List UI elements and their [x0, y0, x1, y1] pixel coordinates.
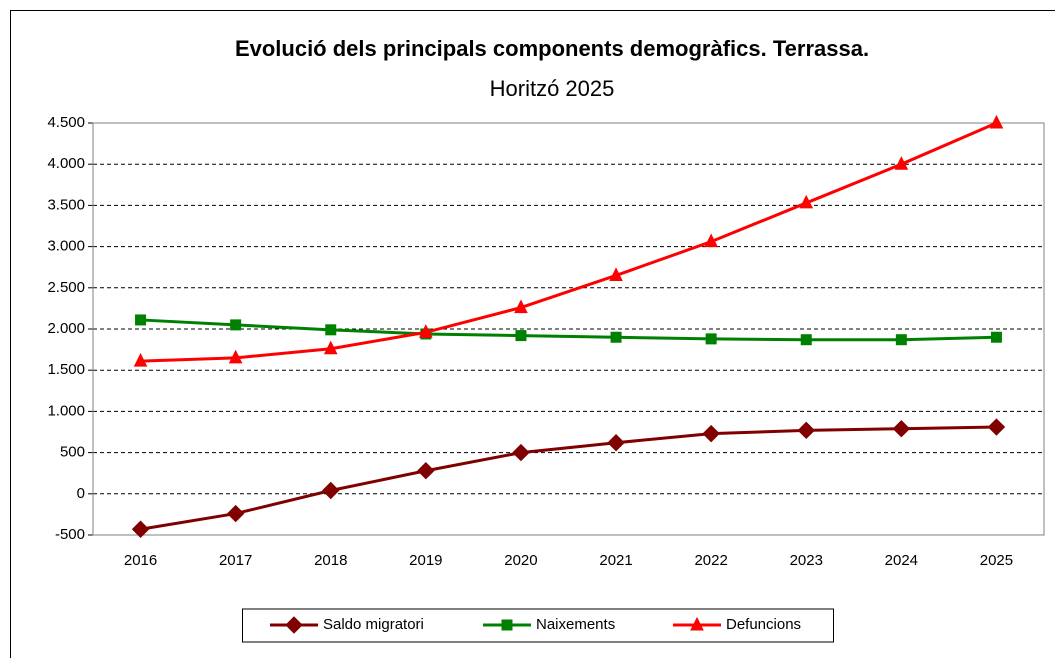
diamond-marker	[607, 434, 625, 452]
chart-subtitle: Horitzó 2025	[490, 76, 615, 101]
x-tick-label: 2023	[790, 552, 823, 569]
square-marker	[800, 334, 812, 346]
diamond-marker	[702, 424, 720, 443]
diamond-marker	[987, 418, 1006, 436]
x-tick-label: 2016	[124, 552, 157, 569]
diamond-marker	[512, 443, 530, 462]
triangle-marker	[799, 194, 814, 209]
diamond-marker	[892, 419, 911, 438]
diamond-marker	[285, 616, 303, 634]
x-tick-label: 2019	[409, 552, 442, 569]
square-marker	[705, 333, 717, 345]
chart-frame	[10, 10, 1055, 658]
y-tick-label: 3.500	[47, 196, 85, 213]
x-tick-label: 2024	[885, 552, 918, 569]
triangle-marker	[323, 340, 338, 355]
square-marker	[990, 331, 1002, 343]
square-marker	[135, 314, 147, 326]
square-marker	[230, 319, 242, 331]
x-tick-label: 2018	[314, 552, 347, 569]
diamond-marker	[797, 421, 815, 440]
triangle-marker	[228, 349, 243, 364]
y-tick-label: 1.500	[47, 361, 85, 378]
y-tick-label: 3.000	[47, 238, 85, 255]
triangle-marker	[989, 114, 1004, 129]
plot-area	[92, 122, 1045, 536]
diamond-marker	[131, 520, 150, 538]
y-tick-label: -500	[55, 526, 85, 543]
legend-label: Naixements	[536, 616, 615, 633]
y-tick-label: 4.000	[47, 155, 85, 172]
x-tick-label: 2021	[599, 552, 632, 569]
triangle-marker	[690, 616, 704, 631]
triangle-marker	[419, 324, 433, 338]
series-line	[140, 318, 997, 342]
y-tick-label: 2.500	[47, 279, 85, 296]
square-marker	[515, 330, 527, 342]
x-tick-label: 2017	[219, 552, 252, 569]
square-marker	[325, 324, 337, 336]
y-tick-label: 2.000	[47, 320, 85, 337]
diamond-marker	[322, 481, 340, 500]
y-tick-label: 1.000	[47, 402, 85, 419]
diamond-marker	[417, 462, 435, 480]
x-tick-label: 2025	[980, 552, 1013, 569]
series-line	[140, 121, 998, 363]
x-tick-label: 2020	[504, 552, 537, 569]
y-tick-label: 4.500	[47, 114, 85, 131]
square-marker	[895, 334, 907, 346]
diamond-marker	[226, 504, 245, 523]
y-tick-label: 500	[60, 444, 85, 461]
legend-box	[242, 608, 834, 643]
triangle-marker	[609, 267, 623, 281]
square-marker	[610, 331, 622, 343]
triangle-marker	[894, 156, 909, 170]
legend-label: Defuncions	[726, 616, 801, 633]
legend-label: Saldo migratori	[323, 616, 424, 633]
triangle-marker	[514, 299, 528, 314]
series-line	[140, 425, 997, 531]
square-marker	[501, 619, 513, 631]
y-tick-label: 0	[77, 485, 85, 502]
x-tick-label: 2022	[694, 552, 727, 569]
triangle-marker	[133, 353, 148, 367]
chart-title: Evolució dels principals components demo…	[235, 36, 869, 61]
triangle-marker	[704, 233, 718, 248]
